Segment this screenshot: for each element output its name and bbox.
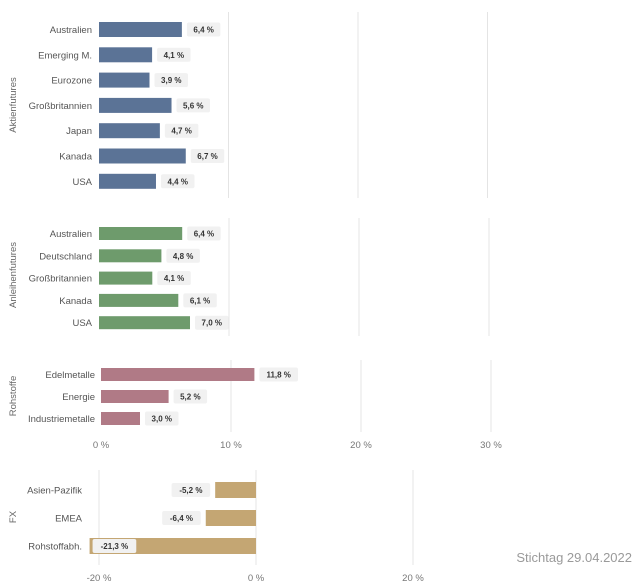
category-label: USA (72, 318, 92, 329)
data-label-bg (157, 271, 191, 286)
bar (99, 47, 153, 63)
data-label: -6,4 % (170, 514, 193, 523)
bar (99, 271, 153, 285)
bar (99, 72, 150, 88)
data-label: 4,7 % (171, 127, 191, 136)
data-label: -5,2 % (179, 486, 202, 495)
category-label: Japan (66, 126, 92, 137)
bar (101, 412, 140, 425)
data-label-bg (176, 98, 211, 113)
data-label: -21,3 % (101, 542, 129, 551)
data-label: 5,2 % (180, 393, 200, 402)
data-label: 3,9 % (161, 76, 181, 85)
category-label: Kanada (59, 296, 92, 307)
group-label: Rohstoffe (8, 376, 19, 417)
category-label: Industriemetalle (28, 414, 95, 425)
panel-rohstoffe: Rohstoffe Edelmetalle 11,8 % Energie 5,2 % In… (8, 360, 502, 451)
bar (215, 482, 256, 498)
x-tick-label: 30 % (480, 440, 502, 451)
data-label-bg (145, 411, 179, 426)
data-label-bg (190, 149, 225, 163)
data-label-bg (164, 123, 199, 138)
bar (101, 390, 169, 403)
bar (99, 123, 160, 139)
reference-date-footnote: Stichtag 29.04.2022 (516, 550, 632, 565)
data-label: 6,7 % (197, 152, 217, 161)
category-label: USA (72, 177, 92, 188)
category-label: Australien (50, 229, 92, 240)
x-tick-label: 20 % (350, 440, 372, 451)
data-label: 4,1 % (164, 274, 184, 283)
category-label: Deutschland (39, 251, 92, 262)
category-label: Kanada (59, 152, 92, 163)
bar (205, 510, 256, 526)
x-tick-label: 20 % (402, 573, 424, 584)
data-label: 6,1 % (190, 296, 210, 305)
data-label: 11,8 % (266, 371, 290, 380)
data-label-bg (195, 315, 229, 330)
data-label-bg (166, 248, 200, 263)
panel-anleihenfutures: Anleihenfutures Australien 6,4 % Deutschlan… (8, 218, 490, 336)
category-label: Rohstoffabh. (28, 542, 82, 553)
data-label-bg (171, 483, 211, 497)
data-label: 6,4 % (194, 230, 214, 239)
data-label-bg (160, 174, 195, 189)
category-label: Großbritannien (29, 274, 92, 285)
category-label: EMEA (55, 514, 83, 525)
data-label-bg (173, 389, 208, 404)
data-label-bg (259, 367, 298, 382)
data-label-bg (183, 293, 217, 308)
category-label: Australien (50, 25, 92, 36)
category-label: Eurozone (51, 76, 92, 87)
bar (99, 249, 162, 263)
bar (99, 173, 156, 189)
data-label-bg (157, 47, 191, 62)
data-label: 3,0 % (152, 415, 172, 424)
data-label: 4,4 % (167, 177, 187, 186)
category-label: Großbritannien (29, 101, 92, 112)
x-tick-label: 0 % (248, 573, 265, 584)
group-label: Aktienfutures (8, 77, 19, 133)
panel-aktienfutures: Aktienfutures Australien 6,4 % Emerging M. 4… (8, 12, 488, 198)
bar (99, 97, 172, 113)
bar (99, 22, 182, 37)
category-label: Emerging M. (38, 50, 92, 61)
bar (99, 148, 186, 164)
data-label: 4,1 % (164, 51, 184, 60)
x-tick-label: 10 % (220, 440, 242, 451)
category-label: Asien-Pazifik (27, 486, 82, 497)
bar (101, 368, 255, 381)
bar (99, 227, 183, 240)
group-label: Anleihenfutures (8, 242, 19, 308)
data-label: 7,0 % (202, 319, 222, 328)
bar (99, 316, 190, 330)
data-label: 4,8 % (173, 252, 193, 261)
data-label-bg (92, 539, 137, 553)
data-label: 6,4 % (193, 26, 213, 35)
panel-fx: FX Asien-Pazifik -5,2 % EMEA -6,4 % Rohstoffa… (8, 470, 424, 584)
x-tick-label: 0 % (93, 440, 110, 451)
data-label-bg (186, 22, 221, 37)
x-tick-label: -20 % (87, 573, 112, 584)
data-label: 5,6 % (183, 101, 203, 110)
bar (99, 293, 179, 307)
data-label-bg (187, 226, 221, 241)
category-label: Edelmetalle (45, 370, 95, 381)
category-label: Energie (62, 392, 95, 403)
data-label-bg (154, 73, 189, 88)
group-label: FX (8, 510, 19, 523)
data-label-bg (162, 511, 201, 525)
